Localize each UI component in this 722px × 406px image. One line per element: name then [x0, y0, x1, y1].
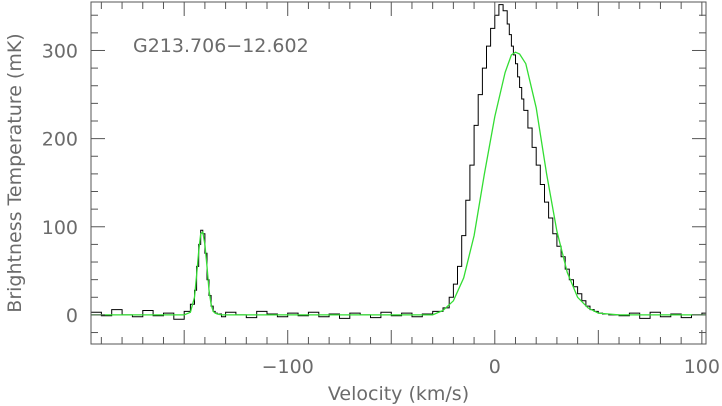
x-tick-label: 100 [684, 356, 720, 378]
x-tick-label: 0 [489, 356, 501, 378]
x-axis-label: Velocity (km/s) [328, 383, 469, 405]
x-tick-label: −100 [262, 356, 314, 378]
source-name-label: G213.706−12.602 [133, 35, 309, 57]
y-tick-label: 100 [42, 217, 78, 239]
y-tick-label: 0 [66, 305, 78, 327]
gaussian-fit-line [91, 51, 706, 316]
plot-frame [90, 1, 707, 345]
y-tick-label: 200 [42, 129, 78, 151]
y-axis-label: Brightness Temperature (mK) [4, 33, 26, 312]
plot-area [91, 4, 707, 320]
axis-ticks [91, 2, 706, 344]
tick-labels: −100 0 100 0 100 200 300 [42, 40, 720, 378]
y-tick-label: 300 [42, 40, 78, 62]
